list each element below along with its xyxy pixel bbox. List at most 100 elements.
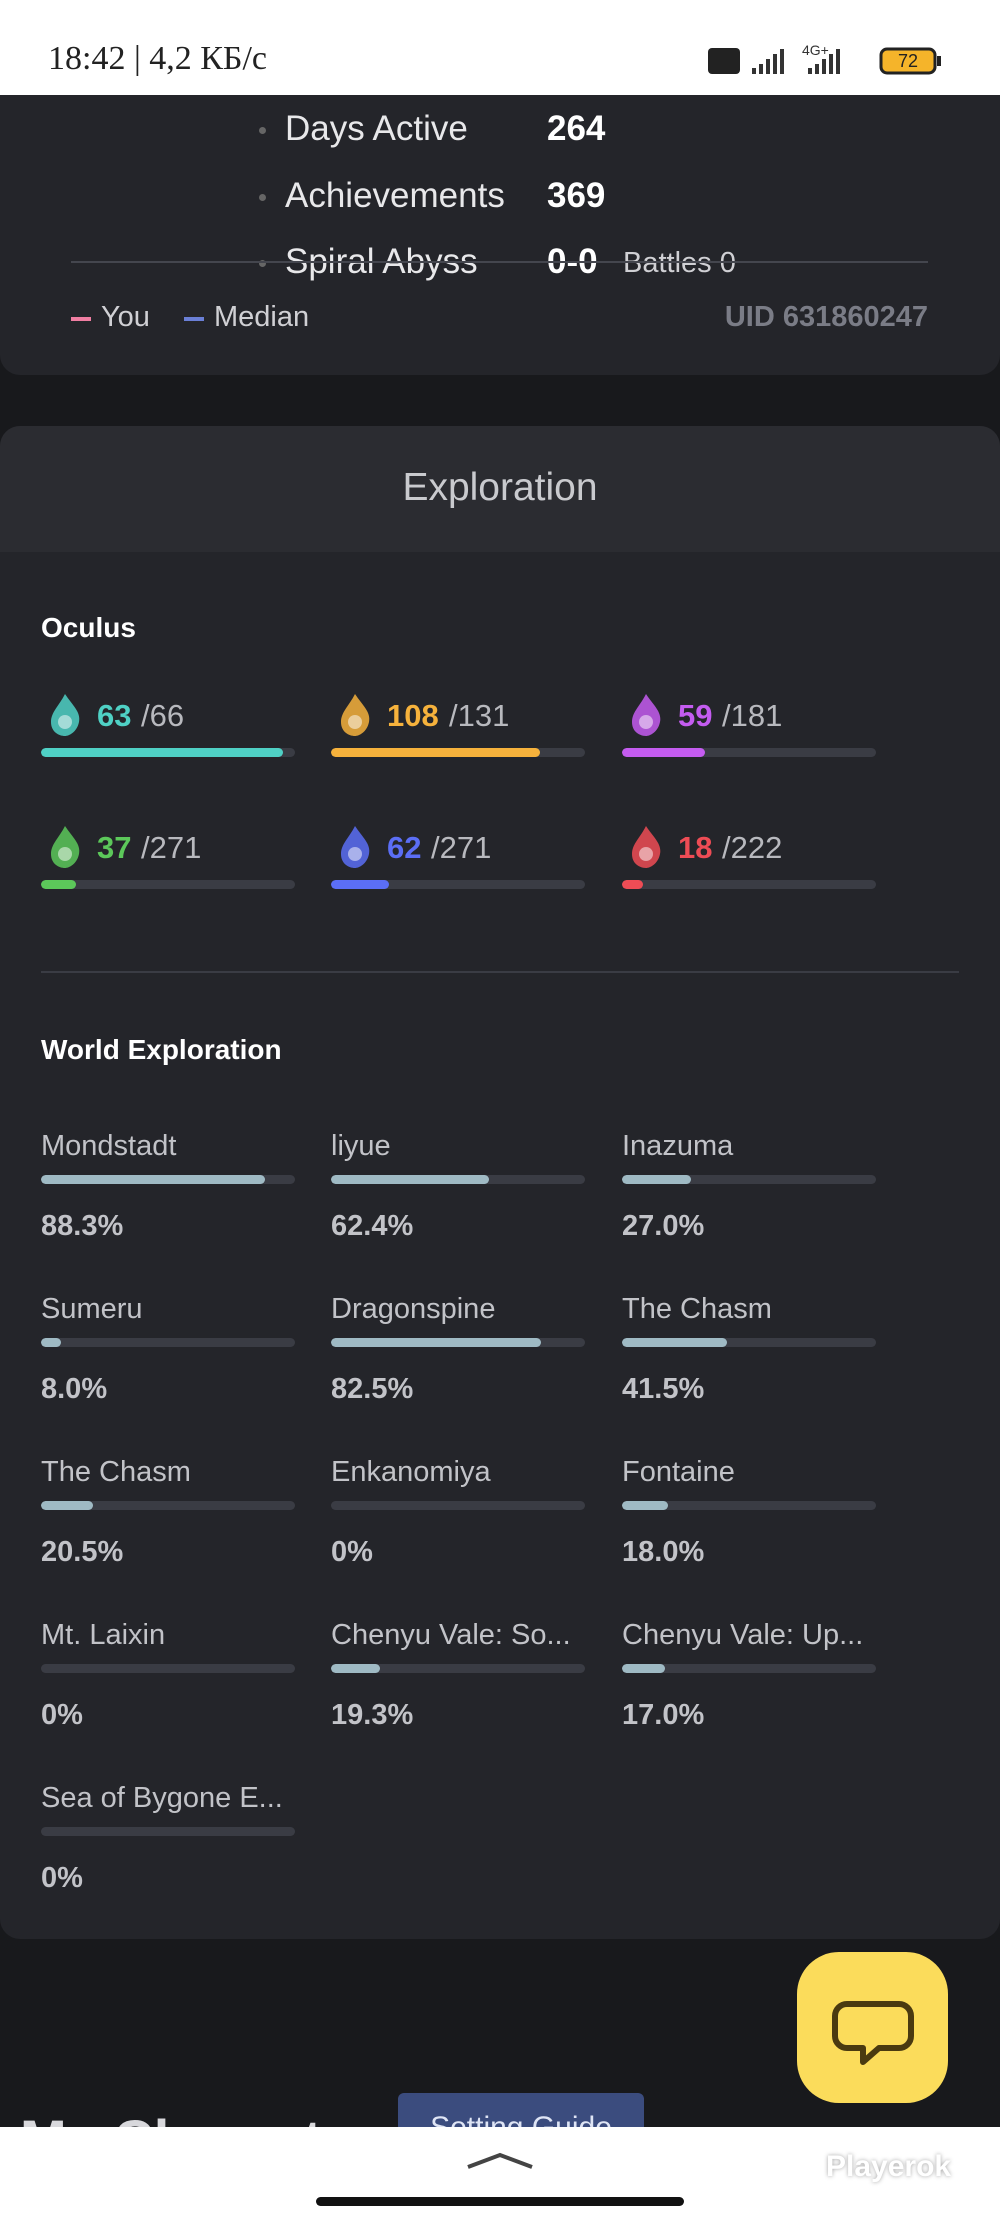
- oculus-icon: [51, 826, 80, 868]
- region-name: Sumeru: [41, 1293, 143, 1325]
- oculus-bar: [622, 880, 643, 889]
- oculus-total: /181: [722, 698, 783, 733]
- region-percent: 0%: [331, 1536, 373, 1568]
- region-bar: [622, 1664, 666, 1673]
- oculus-bar: [622, 748, 705, 757]
- exploration-card: Exploration Oculus World Exploration 63 /…: [0, 426, 1000, 1939]
- oculus-count: 108: [387, 698, 439, 733]
- oculus-track: [331, 880, 585, 889]
- oculus-bar: [331, 880, 390, 889]
- region-track: [41, 1664, 295, 1673]
- region-bar: [331, 1338, 541, 1347]
- region-track: [622, 1338, 876, 1347]
- stat-label: Achievements: [285, 176, 505, 215]
- region-track: [331, 1338, 585, 1347]
- oculus-count: 18: [678, 830, 713, 865]
- oculus-count: 59: [678, 698, 713, 733]
- oculus-icon: [632, 694, 661, 736]
- watermark: Playerok: [826, 2150, 952, 2183]
- oculus-total: /66: [141, 698, 185, 733]
- oculus-track: [41, 748, 295, 757]
- legend-label: Median: [214, 301, 310, 333]
- region-percent: 88.3%: [41, 1210, 124, 1242]
- network-type: 4G+: [802, 42, 829, 58]
- region-track: [331, 1175, 585, 1184]
- oculus-total: /131: [449, 698, 510, 733]
- status-icons: [708, 47, 941, 75]
- region-track: [622, 1664, 876, 1673]
- region-percent: 17.0%: [622, 1699, 705, 1731]
- region-name: Chenyu Vale: So...: [331, 1619, 571, 1651]
- region-bar: [41, 1501, 94, 1510]
- divider: [71, 261, 928, 263]
- oculus-track: [622, 748, 876, 757]
- region-bar: [41, 1175, 266, 1184]
- region-bar: [622, 1175, 691, 1184]
- characters-section: My Characters Setting Guide: [0, 1939, 1000, 2127]
- bottom-nav: [0, 2127, 1000, 2222]
- bullet: [259, 194, 266, 201]
- oculus-track: [622, 880, 876, 889]
- oculus-icon: [51, 694, 80, 736]
- oculus-bar: [41, 748, 284, 757]
- stat-label: Days Active: [285, 109, 468, 148]
- oculus-track: [331, 748, 585, 757]
- stat-value: 369: [547, 176, 606, 215]
- divider: [41, 971, 959, 973]
- oculus-bar: [41, 880, 76, 889]
- region-name: liyue: [331, 1130, 391, 1162]
- region-track: [41, 1338, 295, 1347]
- region-track: [622, 1501, 876, 1510]
- region-bar: [622, 1501, 668, 1510]
- region-name: Mondstadt: [41, 1130, 177, 1162]
- region-name: Enkanomiya: [331, 1456, 491, 1488]
- battery-level: 72: [897, 51, 919, 71]
- oculus-total: /222: [722, 830, 783, 865]
- region-track: [41, 1175, 295, 1184]
- chat-icon: [832, 2001, 914, 2065]
- card-header: Exploration: [0, 426, 1000, 552]
- legend-swatch: [184, 317, 204, 321]
- profile-card: Days Active 264 Achievements 369 Spiral Abys…: [0, 95, 1000, 375]
- legend-swatch: [71, 317, 91, 321]
- region-percent: 82.5%: [331, 1373, 414, 1405]
- region-name: Fontaine: [622, 1456, 735, 1488]
- oculus-title: Oculus: [41, 612, 136, 643]
- oculus-total: /271: [431, 830, 492, 865]
- region-name: The Chasm: [622, 1293, 772, 1325]
- status-bar: 18:42 | 4,2 КБ/с 4G+ 72: [0, 0, 1000, 95]
- legend-label: You: [101, 301, 150, 333]
- oculus-track: [41, 880, 295, 889]
- oculus-icon: [341, 826, 370, 868]
- stat-value: 264: [547, 109, 606, 148]
- oculus-icon: [341, 694, 370, 736]
- world-title: World Exploration: [41, 1034, 282, 1065]
- bullet: [259, 260, 266, 267]
- region-track: [41, 1501, 295, 1510]
- region-percent: 41.5%: [622, 1373, 705, 1405]
- region-percent: 19.3%: [331, 1699, 414, 1731]
- region-track: [622, 1175, 876, 1184]
- region-track: [331, 1664, 585, 1673]
- home-indicator: [316, 2197, 684, 2206]
- region-percent: 18.0%: [622, 1536, 705, 1568]
- region-track: [41, 1827, 295, 1836]
- chat-button[interactable]: [797, 1952, 948, 2103]
- region-name: Mt. Laixin: [41, 1619, 166, 1651]
- oculus-icon: [632, 826, 661, 868]
- stat-extra: Battles 0: [623, 247, 736, 279]
- chevron-up[interactable]: [460, 2145, 540, 2175]
- region-percent: 0%: [41, 1862, 83, 1894]
- setting-guide-button[interactable]: Setting Guide: [398, 2093, 644, 2127]
- region-name: Dragonspine: [331, 1293, 496, 1325]
- region-percent: 0%: [41, 1699, 83, 1731]
- region-name: Chenyu Vale: Up...: [622, 1619, 864, 1651]
- status-time: 18:42 | 4,2 КБ/с: [48, 40, 267, 77]
- bullet: [259, 127, 266, 134]
- oculus-count: 62: [387, 830, 422, 865]
- oculus-count: 37: [97, 830, 132, 865]
- oculus-total: /271: [141, 830, 202, 865]
- region-percent: 27.0%: [622, 1210, 705, 1242]
- region-percent: 8.0%: [41, 1373, 108, 1405]
- region-bar: [331, 1664, 381, 1673]
